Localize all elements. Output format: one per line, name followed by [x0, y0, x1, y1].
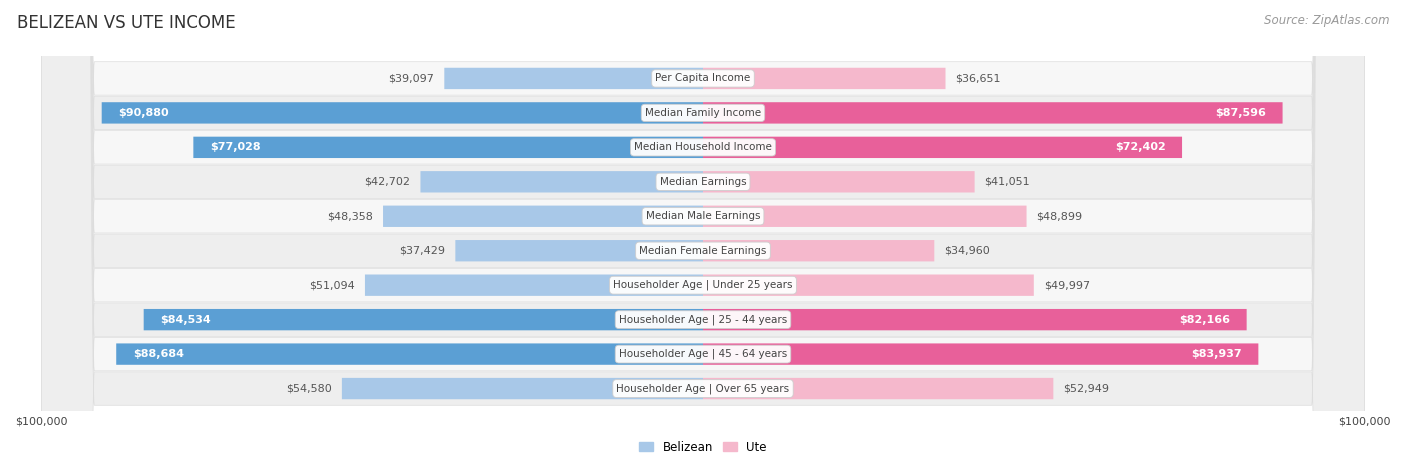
Text: $52,949: $52,949	[1063, 383, 1109, 394]
FancyBboxPatch shape	[703, 102, 1282, 124]
FancyBboxPatch shape	[41, 0, 1365, 467]
FancyBboxPatch shape	[703, 309, 1247, 330]
FancyBboxPatch shape	[366, 275, 703, 296]
FancyBboxPatch shape	[420, 171, 703, 192]
Text: Median Female Earnings: Median Female Earnings	[640, 246, 766, 256]
FancyBboxPatch shape	[703, 343, 1258, 365]
FancyBboxPatch shape	[703, 205, 1026, 227]
Text: $42,702: $42,702	[364, 177, 411, 187]
Text: Median Earnings: Median Earnings	[659, 177, 747, 187]
Text: $49,997: $49,997	[1043, 280, 1090, 290]
Text: Median Household Income: Median Household Income	[634, 142, 772, 152]
Text: $72,402: $72,402	[1115, 142, 1166, 152]
Text: $54,580: $54,580	[287, 383, 332, 394]
FancyBboxPatch shape	[703, 378, 1053, 399]
Text: $34,960: $34,960	[945, 246, 990, 256]
Text: $37,429: $37,429	[399, 246, 446, 256]
Text: Householder Age | 45 - 64 years: Householder Age | 45 - 64 years	[619, 349, 787, 359]
Text: $90,880: $90,880	[118, 108, 169, 118]
Legend: Belizean, Ute: Belizean, Ute	[634, 436, 772, 458]
Text: Source: ZipAtlas.com: Source: ZipAtlas.com	[1264, 14, 1389, 27]
FancyBboxPatch shape	[342, 378, 703, 399]
Text: Median Male Earnings: Median Male Earnings	[645, 211, 761, 221]
FancyBboxPatch shape	[41, 0, 1365, 467]
FancyBboxPatch shape	[101, 102, 703, 124]
Text: $48,358: $48,358	[328, 211, 373, 221]
Text: $51,094: $51,094	[309, 280, 354, 290]
FancyBboxPatch shape	[143, 309, 703, 330]
FancyBboxPatch shape	[703, 171, 974, 192]
Text: $82,166: $82,166	[1180, 315, 1230, 325]
Text: $88,684: $88,684	[132, 349, 184, 359]
FancyBboxPatch shape	[703, 275, 1033, 296]
FancyBboxPatch shape	[456, 240, 703, 262]
FancyBboxPatch shape	[41, 0, 1365, 467]
Text: $84,534: $84,534	[160, 315, 211, 325]
Text: Householder Age | Over 65 years: Householder Age | Over 65 years	[616, 383, 790, 394]
Text: $87,596: $87,596	[1215, 108, 1265, 118]
FancyBboxPatch shape	[703, 137, 1182, 158]
FancyBboxPatch shape	[41, 0, 1365, 467]
Text: $36,651: $36,651	[956, 73, 1001, 84]
FancyBboxPatch shape	[41, 0, 1365, 467]
Text: $83,937: $83,937	[1191, 349, 1241, 359]
Text: $77,028: $77,028	[209, 142, 260, 152]
FancyBboxPatch shape	[41, 0, 1365, 467]
FancyBboxPatch shape	[382, 205, 703, 227]
FancyBboxPatch shape	[444, 68, 703, 89]
Text: Median Family Income: Median Family Income	[645, 108, 761, 118]
FancyBboxPatch shape	[703, 240, 935, 262]
FancyBboxPatch shape	[41, 0, 1365, 467]
FancyBboxPatch shape	[117, 343, 703, 365]
Text: BELIZEAN VS UTE INCOME: BELIZEAN VS UTE INCOME	[17, 14, 235, 32]
Text: $48,899: $48,899	[1036, 211, 1083, 221]
FancyBboxPatch shape	[41, 0, 1365, 467]
FancyBboxPatch shape	[41, 0, 1365, 467]
FancyBboxPatch shape	[41, 0, 1365, 467]
FancyBboxPatch shape	[703, 68, 945, 89]
FancyBboxPatch shape	[194, 137, 703, 158]
Text: $41,051: $41,051	[984, 177, 1031, 187]
Text: Householder Age | 25 - 44 years: Householder Age | 25 - 44 years	[619, 314, 787, 325]
Text: Householder Age | Under 25 years: Householder Age | Under 25 years	[613, 280, 793, 290]
Text: Per Capita Income: Per Capita Income	[655, 73, 751, 84]
Text: $39,097: $39,097	[388, 73, 434, 84]
